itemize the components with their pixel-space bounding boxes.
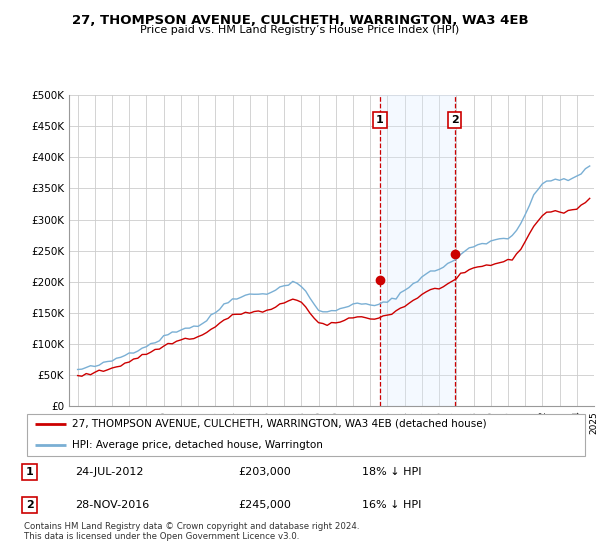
Text: 1: 1 — [26, 467, 34, 477]
Bar — [380, 95, 455, 406]
Text: £245,000: £245,000 — [238, 500, 291, 510]
Text: 1: 1 — [376, 115, 384, 125]
Text: Contains HM Land Registry data © Crown copyright and database right 2024.
This d: Contains HM Land Registry data © Crown c… — [24, 522, 359, 542]
Text: 16% ↓ HPI: 16% ↓ HPI — [362, 500, 422, 510]
Text: HPI: Average price, detached house, Warrington: HPI: Average price, detached house, Warr… — [72, 441, 323, 450]
FancyBboxPatch shape — [27, 414, 585, 455]
Text: 24-JUL-2012: 24-JUL-2012 — [75, 467, 143, 477]
Text: 2: 2 — [451, 115, 458, 125]
Text: 2: 2 — [26, 500, 34, 510]
Text: £203,000: £203,000 — [238, 467, 291, 477]
Text: 27, THOMPSON AVENUE, CULCHETH, WARRINGTON, WA3 4EB: 27, THOMPSON AVENUE, CULCHETH, WARRINGTO… — [71, 14, 529, 27]
Text: 28-NOV-2016: 28-NOV-2016 — [75, 500, 149, 510]
Text: 27, THOMPSON AVENUE, CULCHETH, WARRINGTON, WA3 4EB (detached house): 27, THOMPSON AVENUE, CULCHETH, WARRINGTO… — [72, 419, 487, 428]
Text: Price paid vs. HM Land Registry’s House Price Index (HPI): Price paid vs. HM Land Registry’s House … — [140, 25, 460, 35]
Text: 18% ↓ HPI: 18% ↓ HPI — [362, 467, 422, 477]
